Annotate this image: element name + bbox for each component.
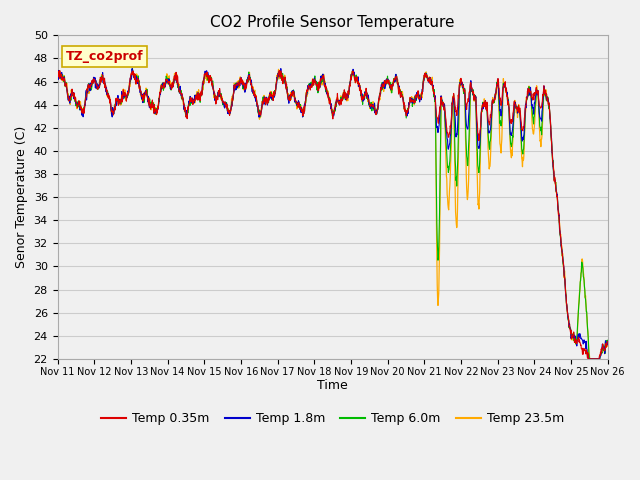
Title: CO2 Profile Sensor Temperature: CO2 Profile Sensor Temperature — [211, 15, 455, 30]
Text: TZ_co2prof: TZ_co2prof — [66, 50, 143, 63]
X-axis label: Time: Time — [317, 379, 348, 392]
Legend: Temp 0.35m, Temp 1.8m, Temp 6.0m, Temp 23.5m: Temp 0.35m, Temp 1.8m, Temp 6.0m, Temp 2… — [96, 407, 570, 430]
Y-axis label: Senor Temperature (C): Senor Temperature (C) — [15, 126, 28, 268]
